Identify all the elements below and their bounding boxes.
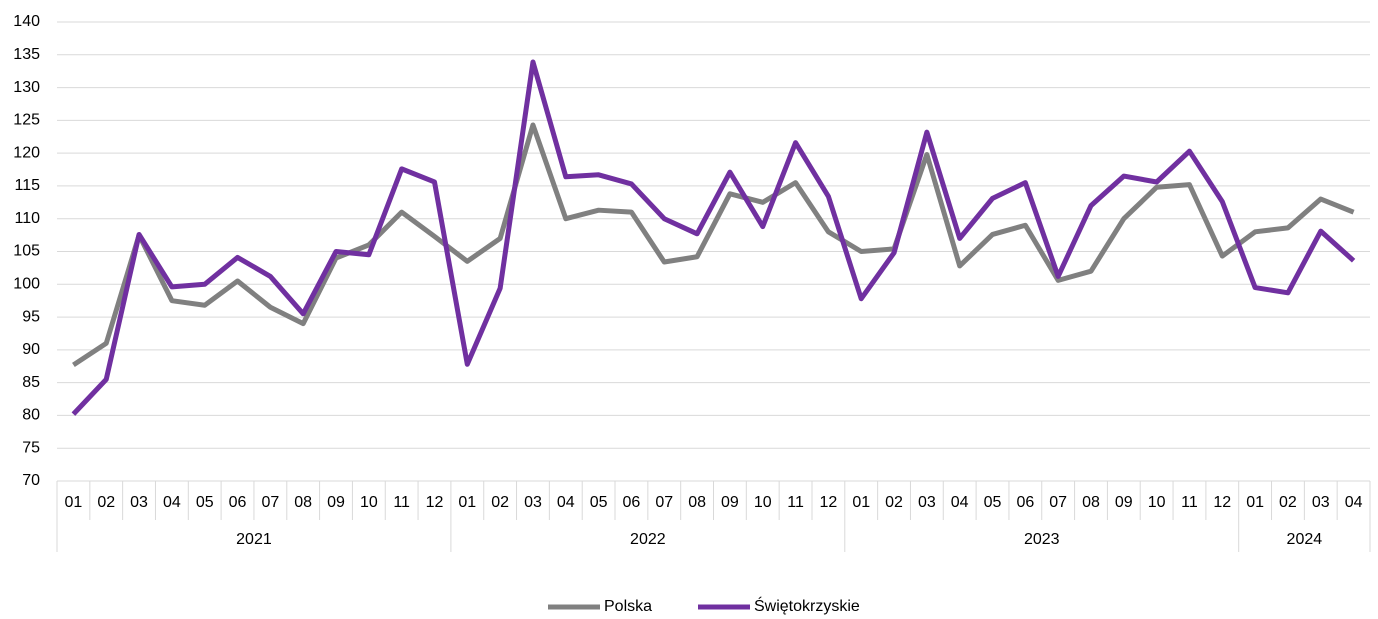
x-tick-label: 01	[65, 494, 83, 511]
x-tick-label: 04	[557, 494, 575, 511]
x-group-label: 2022	[630, 531, 666, 548]
x-tick-label: 07	[261, 494, 279, 511]
x-tick-label: 02	[885, 494, 903, 511]
x-group-label: 2024	[1287, 531, 1323, 548]
x-tick-label: 06	[229, 494, 247, 511]
y-tick-label: 140	[13, 13, 40, 30]
y-tick-label: 120	[13, 144, 40, 161]
x-tick-label: 07	[655, 494, 673, 511]
series-line	[72, 122, 1355, 368]
y-tick-label: 80	[22, 407, 40, 424]
x-tick-label: 01	[1246, 494, 1264, 511]
x-tick-label: 02	[1279, 494, 1297, 511]
x-tick-label: 10	[754, 494, 772, 511]
y-tick-label: 135	[13, 46, 40, 63]
series-line	[71, 59, 1356, 416]
x-tick-label: 05	[984, 494, 1002, 511]
y-tick-label: 125	[13, 112, 40, 129]
x-group-label: 2023	[1024, 531, 1060, 548]
y-tick-label: 105	[13, 243, 40, 260]
x-tick-label: 11	[393, 494, 410, 511]
x-tick-label: 09	[1115, 494, 1133, 511]
x-tick-label: 06	[623, 494, 641, 511]
x-tick-label: 03	[918, 494, 936, 511]
y-tick-label: 85	[22, 374, 40, 391]
y-tick-label: 95	[22, 308, 40, 325]
x-group-label: 2021	[236, 531, 272, 548]
x-tick-label: 01	[458, 494, 476, 511]
y-tick-label: 130	[13, 79, 40, 96]
x-tick-label: 05	[590, 494, 608, 511]
x-tick-label: 08	[688, 494, 706, 511]
x-tick-label: 08	[294, 494, 312, 511]
x-tick-label: 03	[1312, 494, 1330, 511]
x-tick-label: 08	[1082, 494, 1100, 511]
x-tick-label: 01	[852, 494, 870, 511]
y-tick-label: 100	[13, 276, 40, 293]
y-tick-label: 110	[14, 210, 40, 227]
x-tick-label: 04	[951, 494, 969, 511]
legend-label: Świętokrzyskie	[754, 596, 860, 615]
x-tick-label: 12	[1213, 494, 1231, 511]
y-tick-label: 90	[22, 341, 40, 358]
x-tick-label: 11	[787, 494, 804, 511]
x-tick-label: 10	[360, 494, 378, 511]
x-tick-label: 12	[819, 494, 837, 511]
x-tick-label: 03	[130, 494, 148, 511]
x-tick-label: 04	[163, 494, 181, 511]
x-tick-label: 09	[327, 494, 345, 511]
y-tick-label: 70	[22, 472, 40, 489]
y-tick-label: 115	[14, 177, 40, 194]
x-tick-label: 04	[1345, 494, 1363, 511]
x-tick-label: 02	[97, 494, 115, 511]
y-tick-label: 75	[22, 439, 40, 456]
x-tick-label: 11	[1181, 494, 1198, 511]
legend-label: Polska	[604, 598, 652, 615]
x-tick-label: 10	[1148, 494, 1166, 511]
x-tick-label: 09	[721, 494, 739, 511]
x-tick-label: 07	[1049, 494, 1067, 511]
x-tick-label: 06	[1016, 494, 1034, 511]
x-tick-label: 05	[196, 494, 214, 511]
x-tick-label: 02	[491, 494, 509, 511]
x-tick-label: 03	[524, 494, 542, 511]
x-tick-label: 12	[426, 494, 444, 511]
